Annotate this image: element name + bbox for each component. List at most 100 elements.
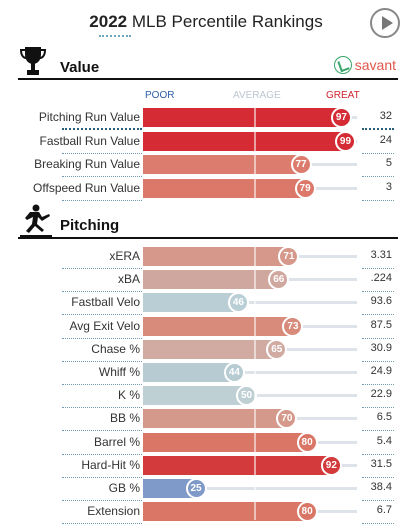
savant-icon [333,56,352,74]
percentile-bar [143,386,246,406]
metric-row: Fastball Run Value 99 24 [0,129,412,154]
row-divider [62,430,142,432]
metric-row: Extension 80 6.7 [0,499,412,525]
percentile-bubble[interactable]: 80 [296,431,318,453]
percentile-bubble[interactable]: 70 [276,408,298,430]
percentile-bubble[interactable]: 77 [290,154,312,175]
percentile-bar [143,479,196,498]
scale-poor: POOR [145,90,175,101]
savant-logo: savant [333,56,396,74]
metric-stat: 5.4 [376,434,392,447]
percentile-bubble[interactable]: 71 [278,246,300,267]
section-divider [18,237,398,239]
row-divider [62,128,142,130]
percentile-bubble[interactable]: 80 [296,501,318,523]
pitcher-icon [20,204,52,237]
percentile-track: 77 [143,154,357,175]
row-divider [62,176,142,177]
percentile-bubble[interactable]: 79 [294,177,316,199]
pitching-section-title: Pitching [60,217,120,234]
percentile-bar [143,155,301,174]
percentile-bubble[interactable]: 73 [282,315,304,337]
percentile-bar [143,432,307,452]
percentile-bar [143,247,289,266]
percentile-bubble[interactable]: 44 [223,362,245,383]
percentile-track: 73 [143,315,357,337]
metric-row: Fastball Velo 46 93.6 [0,290,412,316]
percentile-bubble[interactable]: 50 [236,385,257,407]
row-divider [62,476,142,478]
metric-label: K % [117,388,140,403]
percentile-bubble[interactable]: 97 [330,107,352,128]
scale-average: AVERAGE [233,90,281,101]
metric-label: Fastball Velo [71,295,140,310]
metric-row: Hard-Hit % 92 31.5 [0,453,412,478]
row-divider [362,384,394,385]
section-divider [18,78,398,80]
metric-row: K % 50 22.9 [0,383,412,409]
metric-row: Pitching Run Value 97 32 [0,105,412,130]
title-underline [99,35,131,37]
metric-row: BB % 70 6.5 [0,406,412,432]
percentile-track: 65 [143,338,357,360]
metric-stat: 3.31 [370,249,392,261]
metric-label: Offspeed Run Value [33,180,140,195]
row-divider [62,152,142,154]
metric-label: xBA [117,272,140,287]
percentile-track: 50 [143,385,357,407]
row-divider [362,430,394,432]
percentile-bar [143,108,341,127]
metric-row: Offspeed Run Value 79 3 [0,176,412,201]
metric-stat: 87.5 [370,318,392,331]
percentile-bubble[interactable]: 25 [185,478,207,499]
percentile-track: 92 [143,454,357,476]
metric-row: Breaking Run Value 77 5 [0,152,412,177]
metric-stat: 93.6 [370,295,392,308]
row-divider [362,152,394,154]
pitching-section-header: Pitching [18,203,398,239]
percentile-bar [143,270,279,290]
percentile-track: 71 [143,246,357,267]
percentile-bar [143,409,287,429]
title-text: MLB Percentile Rankings [131,12,323,31]
play-button[interactable] [370,8,400,38]
row-divider [62,407,142,409]
metric-row: GB % 25 38.4 [0,476,412,501]
row-divider [362,476,394,478]
metric-stat: 38.4 [370,481,392,493]
row-divider [62,453,142,455]
row-divider [62,314,142,316]
percentile-bubble[interactable]: 46 [227,292,249,314]
percentile-track: 66 [143,269,357,291]
metric-label: Hard-Hit % [81,457,140,472]
row-divider [362,291,394,293]
percentile-bubble[interactable]: 66 [268,269,290,291]
metric-stat: 3 [385,180,392,193]
metric-stat: 22.9 [370,388,392,401]
percentile-bubble[interactable]: 99 [334,130,356,152]
metric-label: Barrel % [93,434,140,449]
percentile-bar [143,316,293,336]
metric-stat: 6.7 [376,504,392,517]
percentile-track: 25 [143,478,357,499]
metric-stat: 5 [385,157,392,169]
row-divider [362,407,394,409]
savant-label: savant [354,57,396,73]
metric-label: BB % [109,411,140,426]
row-divider [62,360,142,362]
metric-label: Pitching Run Value [38,110,140,124]
percentile-track: 99 [143,130,357,152]
percentile-bubble[interactable]: 92 [320,454,342,476]
percentile-bubble[interactable]: 65 [266,338,288,360]
row-divider [62,384,142,385]
metric-label: Fastball Run Value [39,133,141,148]
metric-stat: 32 [379,110,392,122]
row-divider [62,337,142,339]
percentile-track: 80 [143,501,357,523]
row-divider [62,199,142,201]
metric-label: Extension [87,504,140,519]
percentile-bar [143,339,277,359]
metric-row: Whiff % 44 24.9 [0,360,412,385]
metric-row: xBA 66 .224 [0,267,412,293]
metric-stat: 24.9 [370,365,392,377]
